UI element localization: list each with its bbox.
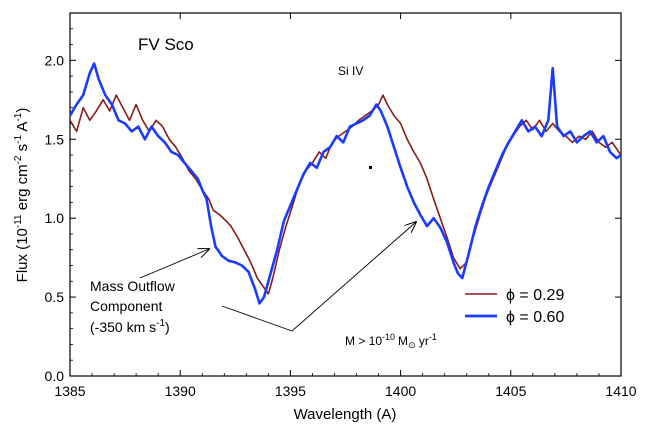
y-tick-label: 1.0: [45, 210, 65, 226]
x-tick-label: 1405: [495, 383, 526, 399]
si-iv-dot-marker: [369, 166, 372, 169]
y-tick-label: 2.0: [45, 52, 65, 68]
series-line-phi-029: [70, 95, 621, 294]
x-tick-label: 1385: [54, 383, 85, 399]
series-lines: [70, 64, 621, 304]
outflow-label-line3: (-350 km s-1): [90, 318, 170, 335]
legend-label-phi-029: ϕ = 0.29: [506, 287, 564, 304]
x-axis-label: Wavelength (A): [294, 406, 397, 423]
legend: ϕ = 0.29 ϕ = 0.60: [465, 287, 564, 326]
outflow-arrow-left: [140, 249, 209, 278]
y-tick-label: 1.5: [45, 131, 65, 147]
outflow-label-line2: Component: [90, 298, 162, 314]
x-tick-label: 1395: [275, 383, 306, 399]
x-tick-label: 1410: [605, 383, 636, 399]
y-tick-label: 0.5: [45, 289, 65, 305]
y-tick-label: 0.0: [45, 368, 65, 384]
x-tick-label: 1400: [385, 383, 416, 399]
outflow-label-line1: Mass Outflow: [90, 278, 176, 294]
x-tick-label: 1390: [165, 383, 196, 399]
si-iv-label: Si IV: [338, 64, 363, 78]
mass-loss-rate-label: M > 10-10 M⊙ yr-1: [345, 332, 437, 350]
legend-label-phi-060: ϕ = 0.60: [506, 309, 564, 326]
y-axis-label: Flux (10-11 erg cm-2 s-1 A-1): [13, 108, 31, 283]
series-line-phi-060: [70, 64, 621, 304]
chart-title: FV Sco: [138, 35, 194, 54]
